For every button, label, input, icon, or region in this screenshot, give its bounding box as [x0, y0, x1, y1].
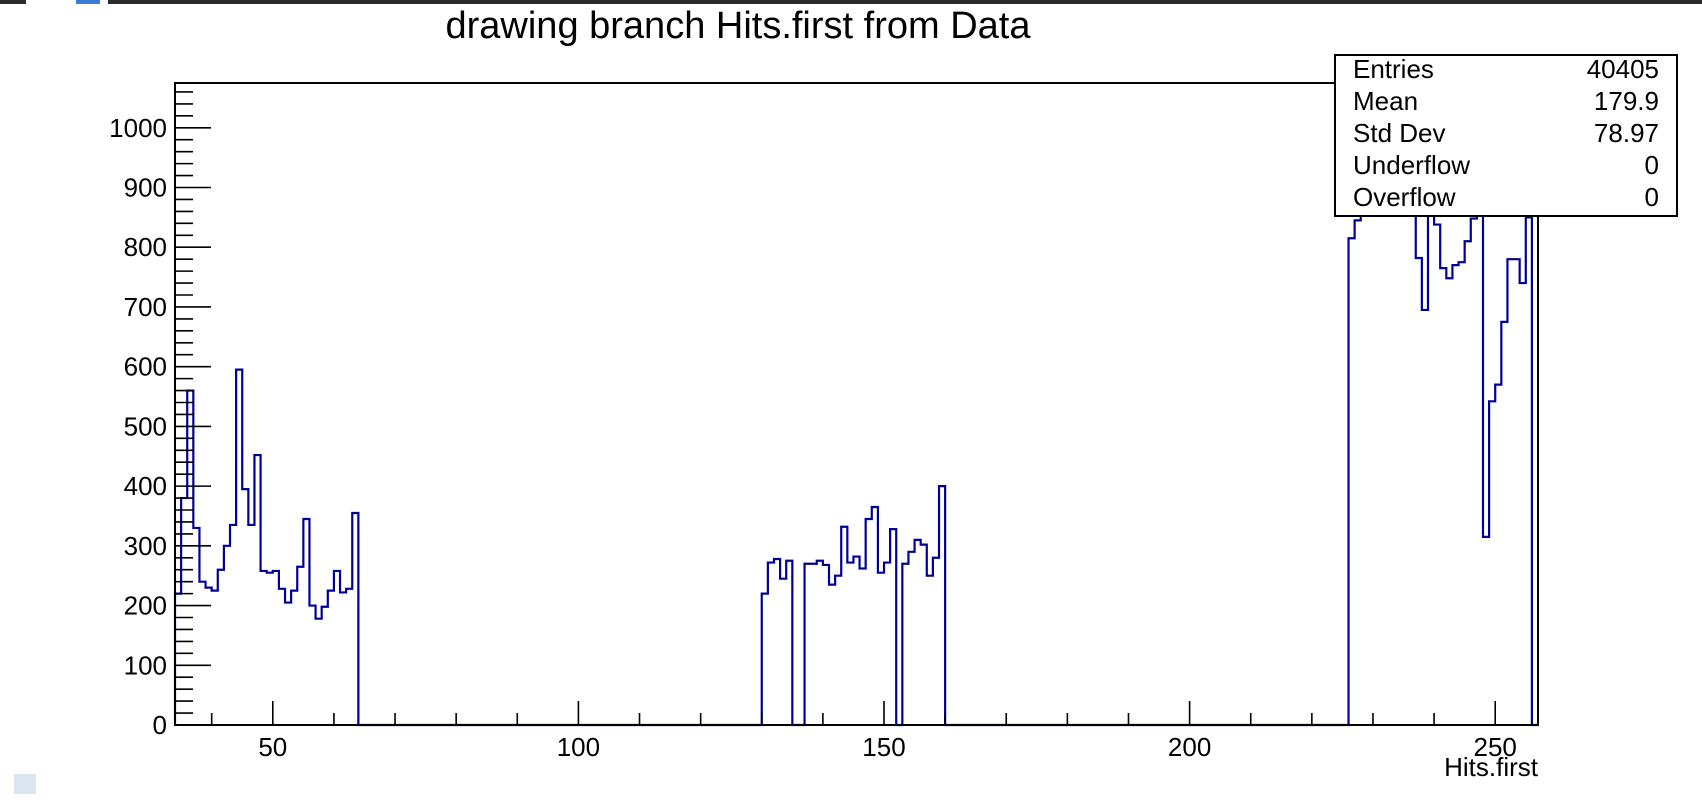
x-axis-ticks: 50 100 150 200 250 [210, 701, 1517, 762]
x-tick-label: 50 [258, 732, 287, 762]
canvas-corner-mark-blue [76, 0, 100, 4]
stats-box-frame [1334, 54, 1678, 217]
y-axis-ticks: 0 100 200 300 400 500 600 700 800 900 1000 [109, 91, 211, 740]
x-tick-label: 100 [557, 732, 600, 762]
y-tick-label: 800 [124, 232, 167, 262]
stats-rows: Entries 40405 Mean 179.9 Std Dev 78.97 Underfl… [1353, 54, 1659, 212]
y-tick-label: 300 [124, 531, 167, 561]
stats-label: Underflow [1353, 150, 1470, 180]
x-tick-label: 200 [1168, 732, 1211, 762]
stats-label: Entries [1353, 54, 1434, 84]
y-tick-label: 400 [124, 471, 167, 501]
stats-value: 179.9 [1594, 86, 1659, 116]
plot-frame [174, 82, 1539, 726]
x-tick-label: 250 [1474, 732, 1517, 762]
stats-value: 0 [1645, 182, 1659, 212]
y-tick-label: 100 [124, 650, 167, 680]
y-tick-label: 200 [124, 591, 167, 621]
stats-value: 0 [1645, 150, 1659, 180]
y-tick-label: 600 [124, 352, 167, 382]
canvas-corner-mark-left [0, 0, 26, 4]
chart-title: drawing branch Hits.first from Data [446, 5, 1032, 47]
x-axis-title: Hits.first [1444, 752, 1539, 782]
stats-label: Overflow [1353, 182, 1456, 212]
stats-label: Mean [1353, 86, 1418, 116]
y-tick-label: 900 [124, 173, 167, 203]
stats-value: 78.97 [1594, 118, 1659, 148]
y-tick-label: 700 [124, 292, 167, 322]
stats-label: Std Dev [1353, 118, 1446, 148]
y-tick-label: 500 [124, 411, 167, 441]
histogram-series-line [173, 171, 1538, 727]
y-tick-label: 0 [153, 710, 167, 740]
y-tick-label: 1000 [109, 113, 167, 143]
canvas-top-border [108, 0, 1702, 4]
stats-box: Entries 40405 Mean 179.9 Std Dev 78.97 Underfl… [1334, 54, 1678, 217]
canvas-corner-square [14, 774, 36, 794]
x-tick-label: 150 [862, 732, 905, 762]
stats-value: 40405 [1587, 54, 1659, 84]
